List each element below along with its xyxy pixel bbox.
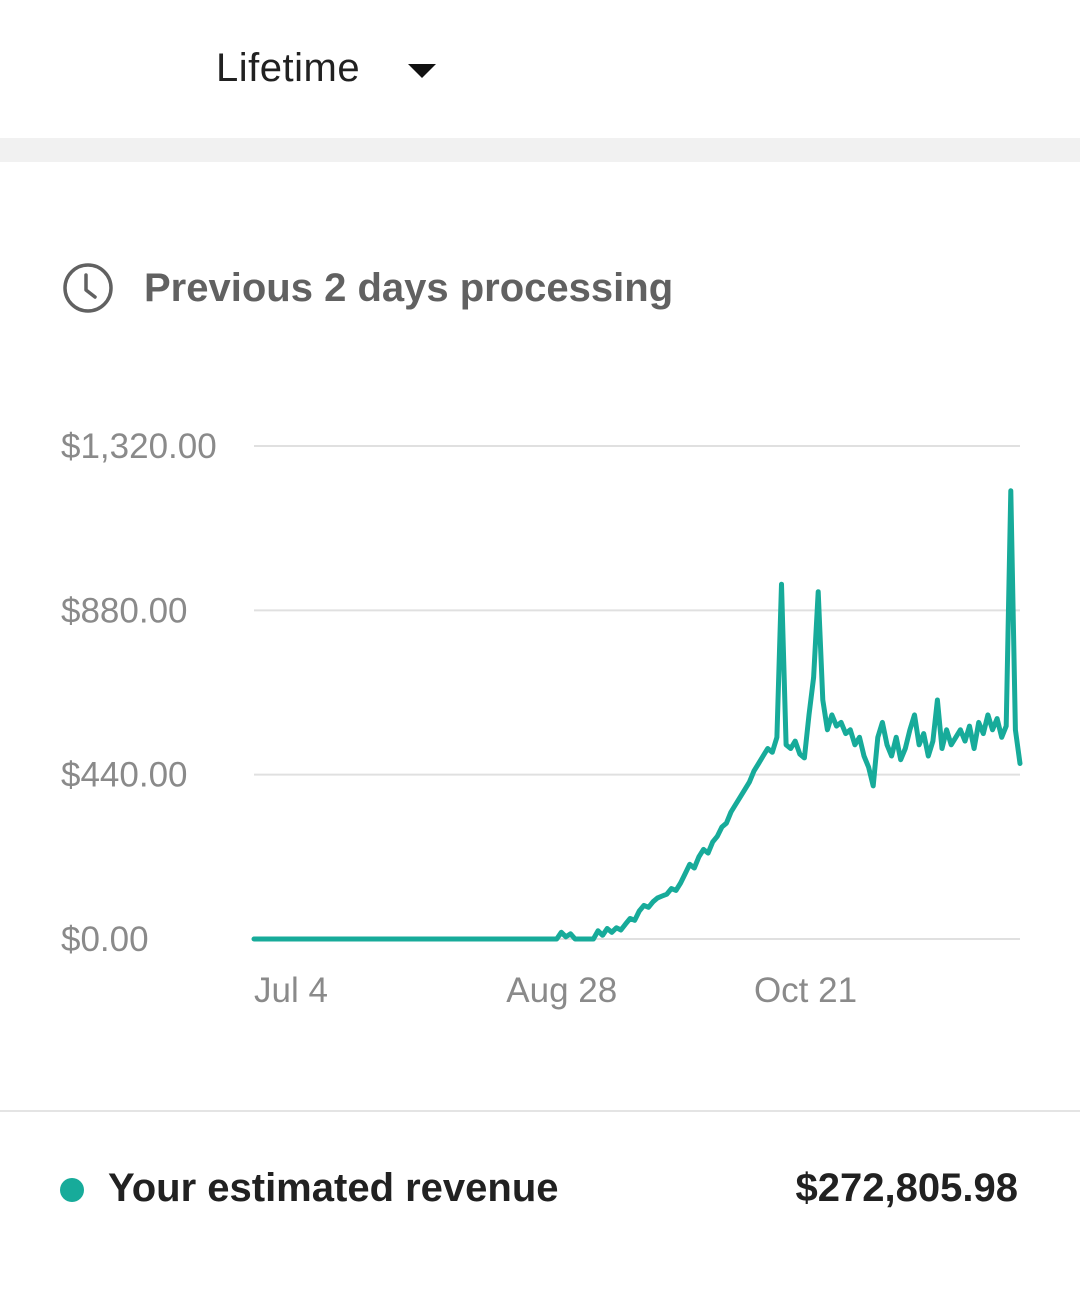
revenue-chart: $0.00 $440.00 $880.00 $1,320.00 Jul 4 Aug 28… (0, 400, 1080, 1040)
legend-label: Your estimated revenue (108, 1166, 559, 1210)
range-dropdown[interactable]: Lifetime (216, 40, 437, 96)
processing-text: Previous 2 days processing (144, 265, 674, 310)
revenue-series-line (251, 488, 1023, 942)
y-tick-label: $440.00 (61, 756, 188, 795)
y-tick-label: $880.00 (61, 591, 188, 630)
section-divider-band (0, 138, 1080, 162)
top-bar: Lifetime (0, 0, 1080, 138)
legend-total-value: $272,805.98 (795, 1166, 1018, 1210)
x-tick-label: Oct 21 (754, 971, 857, 1010)
x-tick-label: Jul 4 (254, 971, 328, 1010)
range-dropdown-label: Lifetime (216, 45, 361, 90)
legend-divider (0, 1110, 1080, 1112)
series-group (251, 488, 1023, 942)
x-axis-ticks: Jul 4 Aug 28 Oct 21 (254, 971, 857, 1010)
revenue-chart-svg: $0.00 $440.00 $880.00 $1,320.00 Jul 4 Aug 28… (61, 427, 1023, 1010)
clock-icon (63, 263, 113, 313)
legend-row[interactable]: Your estimated revenue $272,805.98 (0, 1160, 1080, 1220)
caret-down-icon (408, 64, 437, 78)
y-tick-label: $0.00 (61, 920, 149, 959)
legend-color-dot (60, 1178, 84, 1202)
grid-lines (254, 445, 1020, 940)
y-axis-ticks: $0.00 $440.00 $880.00 $1,320.00 (61, 427, 217, 959)
y-tick-label: $1,320.00 (61, 427, 217, 466)
x-tick-label: Aug 28 (506, 971, 617, 1010)
processing-notice: Previous 2 days processing (62, 262, 673, 314)
